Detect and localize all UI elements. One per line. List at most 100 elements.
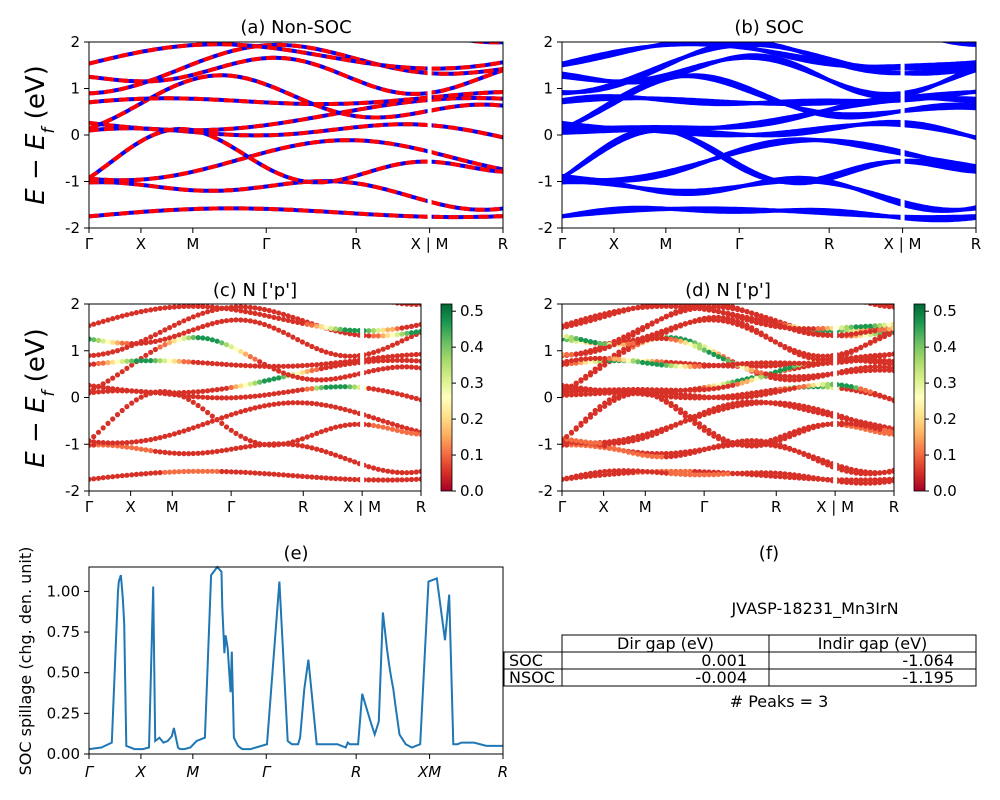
projection-point [768,274,773,279]
projection-point [678,338,684,344]
projection-point [820,476,826,482]
projection-point [366,294,371,299]
projection-point [375,367,381,373]
projection-point [635,329,641,335]
band-down-line [89,127,503,185]
projection-point [119,340,125,346]
projection-point [881,367,888,373]
projection-point [124,365,130,371]
projection-point [200,406,206,412]
x-tick-label: Γ [85,498,94,516]
projection-point [763,441,769,447]
projection-point [389,357,396,363]
projection-point [385,389,391,395]
projection-point [573,357,579,363]
projection-point [280,316,287,322]
projection-point [891,398,894,404]
projection-point [720,304,726,308]
projection-point [820,332,826,338]
projection-point [696,393,703,399]
projection-point [654,430,660,437]
y-tick-label: 1 [70,342,80,360]
projection-point [682,471,688,478]
projection-point [418,358,421,364]
projection-point [744,322,750,328]
x-tick-label: X [609,235,619,253]
projection-point [214,395,220,401]
projection-point [663,336,669,342]
projection-point [380,366,386,372]
projection-point [105,474,111,480]
projection-point [167,432,173,438]
projection-point [806,355,812,361]
projection-point [844,293,849,298]
projection-point [223,318,230,324]
projection-point [607,291,612,296]
projection-point [574,291,579,296]
projection-point [844,351,850,357]
projection-point [820,287,825,292]
projection-point [848,369,854,375]
projection-point [114,359,121,365]
projection-point [606,344,613,350]
projection-point [257,311,263,317]
projection-point [219,395,225,401]
projection-point [621,337,627,343]
projection-point [399,392,405,398]
projection-point [276,442,282,448]
projection-point [621,387,627,393]
projection-point [238,394,244,400]
projection-point [839,479,845,485]
projection-point [205,420,211,426]
projection-point [366,422,372,428]
projection-point [682,304,688,307]
projection-point [649,432,655,438]
y-tick-label: -1 [538,173,553,191]
projection-point [371,465,377,471]
projection-point [825,325,831,331]
projection-point [242,317,249,323]
projection-point [782,471,788,477]
projection-point [252,356,258,362]
projection-point [152,332,158,338]
projection-point [862,480,869,486]
projection-point [138,471,144,477]
projection-point [877,367,883,373]
projection-point [380,477,386,483]
projection-point [611,387,617,393]
projection-point [96,288,101,293]
projection-point [858,422,864,428]
projection-point [209,413,215,419]
projection-point [408,394,415,400]
projection-point [101,288,106,293]
projection-point [725,471,731,477]
projection-point [763,322,769,328]
y-tick-label: -2 [538,219,553,237]
projection-point [820,381,826,387]
projection-point [124,387,130,393]
projection-point [148,448,154,454]
projection-point [389,469,396,475]
projection-point [408,469,415,476]
projection-point [663,470,669,476]
projection-point [228,446,234,452]
projection-point [290,314,296,320]
projection-point [644,453,651,459]
projection-point [706,363,712,369]
projection-point [333,476,339,482]
projection-point [261,471,268,477]
projection-point [148,358,154,364]
projection-point [592,366,598,372]
projection-point [205,360,211,366]
projection-point [640,290,645,295]
panel-b-frame [561,41,977,229]
band-up-line [89,55,503,96]
colorbar-tick-label: 0.5 [933,302,957,320]
projection-point [186,291,191,296]
projection-point [205,309,211,315]
projection-point [844,324,850,330]
projection-point [205,449,211,456]
projection-point [640,327,646,333]
projection-point [678,471,684,477]
projection-point [177,292,182,297]
